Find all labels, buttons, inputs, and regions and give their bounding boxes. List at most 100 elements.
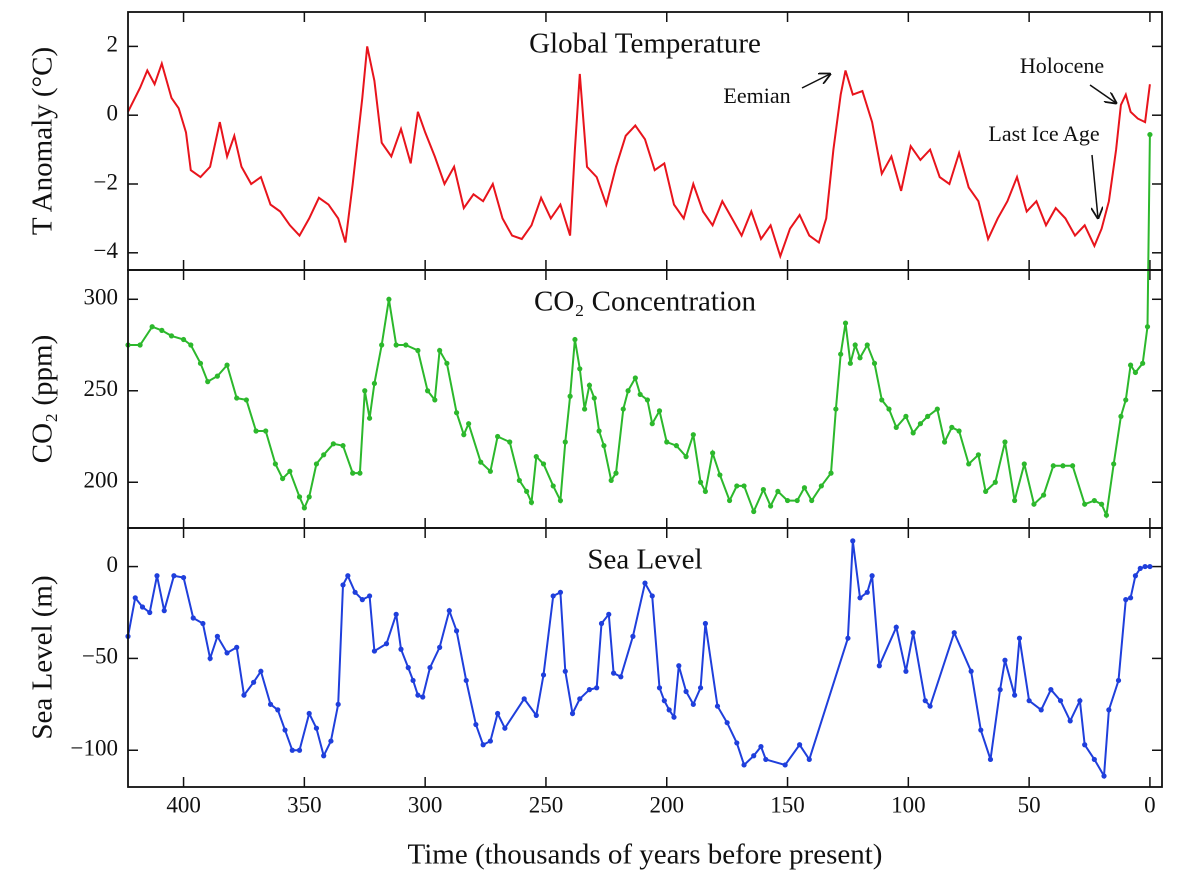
data-point <box>557 589 564 595</box>
x-tick-label: 100 <box>891 792 926 817</box>
data-point <box>673 443 680 449</box>
data-point <box>864 589 870 595</box>
data-point <box>632 375 638 381</box>
data-point <box>379 342 385 348</box>
data-point <box>784 497 791 504</box>
data-point <box>741 483 747 489</box>
data-point <box>586 382 593 388</box>
annotation: Holocene <box>1020 53 1104 78</box>
data-point <box>437 644 443 650</box>
data-point <box>507 439 513 445</box>
x-tick-label: 200 <box>649 792 684 817</box>
data-point <box>741 762 747 768</box>
data-point <box>328 738 334 744</box>
data-point <box>207 655 213 662</box>
data-point <box>313 461 320 467</box>
data-line <box>127 46 1151 260</box>
data-point <box>656 408 663 414</box>
data-point <box>666 707 672 713</box>
data-point <box>495 710 501 717</box>
data-point <box>1057 698 1064 704</box>
data-point <box>1067 718 1073 724</box>
x-tick-label: 300 <box>408 792 443 817</box>
data-point <box>992 479 998 485</box>
data-point <box>251 679 257 685</box>
data-point <box>1077 698 1083 704</box>
data-point <box>366 415 373 421</box>
data-point <box>997 687 1003 693</box>
data-point <box>801 485 808 491</box>
data-point <box>432 397 438 403</box>
data-point <box>1048 687 1054 693</box>
data-point <box>253 428 259 434</box>
panel-title: Global Temperature <box>529 28 761 60</box>
data-point <box>480 742 486 748</box>
data-point <box>301 505 307 511</box>
data-point <box>540 461 547 467</box>
y-axis-label: T Anomaly (°C) <box>27 47 59 235</box>
data-point <box>828 470 834 476</box>
data-point <box>200 620 206 627</box>
data-point <box>1016 635 1023 641</box>
y-tick-label: 300 <box>84 285 119 310</box>
annotation: Eemian <box>723 83 790 108</box>
data-point <box>649 593 655 599</box>
data-point <box>610 670 617 676</box>
data-point <box>289 747 295 753</box>
data-point <box>1106 707 1112 713</box>
data-point <box>833 406 839 412</box>
data-point <box>550 593 556 599</box>
data-point <box>272 461 278 467</box>
x-tick-label: 150 <box>770 792 805 817</box>
data-point <box>922 698 928 704</box>
data-point <box>321 753 327 759</box>
data-point <box>1132 573 1139 579</box>
data-point <box>782 762 788 768</box>
data-point <box>1101 773 1107 779</box>
data-point <box>1038 707 1044 713</box>
data-point <box>197 360 204 366</box>
data-point <box>596 428 602 434</box>
data-point <box>572 336 578 343</box>
data-point <box>366 593 373 599</box>
data-point <box>683 454 689 460</box>
data-point <box>664 439 670 445</box>
annotation-arrow <box>1089 84 1116 103</box>
data-point <box>495 433 501 440</box>
data-point <box>893 424 899 430</box>
panel-frame <box>127 527 1163 788</box>
x-axis-label: Time (thousands of years before present) <box>408 839 883 871</box>
data-point <box>702 488 708 495</box>
data-point <box>949 424 955 430</box>
x-tick-label: 350 <box>287 792 322 817</box>
annotation-arrow <box>801 74 830 89</box>
data-point <box>393 611 399 617</box>
data-point <box>424 388 431 394</box>
data-point <box>582 406 588 412</box>
data-point <box>871 360 878 366</box>
data-point <box>983 488 989 495</box>
y-tick-label: 2 <box>107 32 119 57</box>
data-point <box>630 633 636 639</box>
data-point <box>690 432 696 438</box>
data-point <box>437 347 443 354</box>
data-point <box>357 470 363 476</box>
data-point <box>446 608 452 614</box>
data-point <box>968 668 974 674</box>
data-point <box>350 470 356 476</box>
data-point <box>306 710 312 717</box>
data-point <box>1132 369 1139 376</box>
data-point <box>516 477 522 484</box>
data-point <box>1041 492 1047 498</box>
data-point <box>1002 657 1008 663</box>
data-point <box>1147 131 1153 138</box>
data-point <box>903 668 909 674</box>
data-point <box>180 574 187 581</box>
data-point <box>557 497 564 504</box>
data-point <box>1099 501 1105 507</box>
data-point <box>934 406 940 412</box>
data-point <box>842 320 849 326</box>
data-point <box>453 410 460 416</box>
y-tick-label: 0 <box>107 100 119 125</box>
data-point <box>420 694 426 700</box>
